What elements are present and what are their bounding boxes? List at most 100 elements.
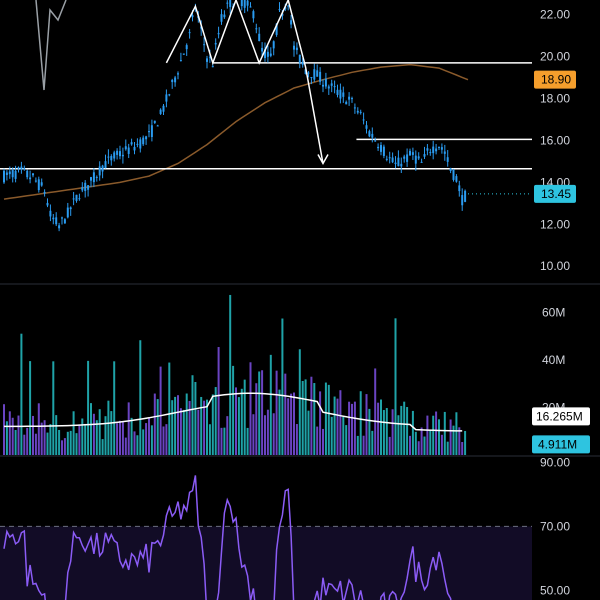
candle-body — [130, 142, 133, 145]
candle-body — [203, 44, 206, 46]
candle-body — [95, 176, 98, 178]
candle-body — [121, 154, 124, 157]
volume-bar — [362, 435, 365, 455]
candle-body — [345, 101, 348, 105]
volume-bar — [429, 429, 432, 455]
volume-bar — [66, 431, 69, 455]
volume-axis-tick: 40M — [542, 353, 565, 367]
volume-bar — [61, 440, 63, 455]
volume-bar — [43, 420, 46, 455]
candle-body — [400, 163, 403, 167]
candle-body — [3, 170, 5, 183]
volume-bar — [92, 413, 95, 455]
candle-body — [391, 157, 394, 163]
candle-body — [78, 198, 81, 200]
volume-bar — [301, 380, 304, 455]
candle-body — [139, 139, 142, 149]
candle-body — [322, 84, 324, 87]
volume-bar — [124, 437, 127, 455]
candle-body — [255, 28, 258, 30]
volume-bar — [116, 423, 119, 455]
volume-bar — [17, 415, 20, 455]
candle-body — [37, 179, 40, 191]
price-badge-ma-label: 18.90 — [541, 73, 571, 87]
volume-bar — [423, 436, 426, 455]
candle-body — [46, 202, 49, 206]
volume-bar — [464, 430, 467, 455]
candle-body — [92, 172, 95, 183]
candle-body — [374, 140, 377, 142]
candle-body — [75, 194, 78, 201]
volume-bar — [14, 429, 17, 455]
volume-bar — [8, 411, 11, 455]
candle-body — [316, 70, 319, 77]
candle-body — [87, 185, 90, 190]
candle-body — [371, 133, 374, 138]
candle-body — [409, 150, 411, 156]
volume-bar — [75, 433, 78, 455]
candle-body — [278, 9, 281, 11]
candle-body — [272, 41, 275, 49]
annotation-path[interactable] — [165, 0, 324, 164]
candle-body — [382, 146, 385, 156]
volume-bar — [420, 427, 423, 455]
volume-bar — [261, 370, 264, 455]
candle-body — [243, 0, 246, 8]
volume-bar — [432, 415, 435, 455]
candle-body — [458, 185, 461, 192]
volume-bar — [179, 408, 182, 455]
volume-bar — [258, 371, 261, 455]
candle-body — [414, 155, 417, 164]
candle-body — [455, 176, 458, 182]
volume-bar — [333, 396, 336, 455]
candle-body — [104, 161, 107, 169]
candle-body — [403, 156, 406, 159]
volume-bar — [368, 408, 371, 455]
candle-body — [5, 172, 8, 175]
volume-bar — [310, 376, 313, 455]
volume-bar — [438, 419, 440, 455]
candle-body — [365, 125, 368, 129]
volume-bar — [255, 383, 258, 455]
candle-body — [206, 58, 208, 62]
volume-bar — [316, 426, 319, 455]
candle-body — [159, 109, 162, 114]
candle-body — [72, 198, 75, 200]
volume-bar — [440, 434, 443, 455]
volume-bar — [458, 427, 461, 455]
rsi-line — [3, 475, 452, 600]
volume-bar — [319, 391, 322, 455]
volume-bar — [281, 318, 284, 455]
volume-bar — [139, 340, 142, 455]
volume-bar — [391, 409, 394, 455]
rsi-axis-tick: 50.00 — [540, 583, 570, 597]
candle-body — [61, 217, 63, 219]
volume-bar — [266, 409, 269, 455]
volume-bar — [290, 393, 293, 455]
candle-body — [58, 225, 61, 229]
volume-bar — [336, 398, 339, 455]
volume-bar — [435, 411, 438, 455]
volume-bar — [63, 438, 66, 455]
candle-body — [81, 187, 84, 191]
candle-body — [150, 125, 153, 137]
price-badge-ma — [534, 70, 576, 89]
volume-bar — [69, 430, 72, 455]
candle-body — [423, 154, 426, 157]
volume-bar — [136, 435, 139, 455]
candle-body — [142, 137, 145, 145]
candle-body — [229, 0, 232, 7]
volume-bar — [200, 396, 203, 455]
candle-body — [208, 56, 211, 58]
volume-bar — [223, 427, 226, 455]
price-badge-last-label: 13.45 — [541, 187, 571, 201]
candle-body — [258, 33, 261, 42]
candle-body — [153, 120, 156, 123]
volume-bar — [397, 415, 400, 455]
candle-body — [351, 98, 353, 100]
candle-body — [429, 152, 432, 154]
volume-bar — [194, 381, 197, 455]
candle-body — [8, 171, 11, 175]
volume-bar — [107, 400, 110, 455]
